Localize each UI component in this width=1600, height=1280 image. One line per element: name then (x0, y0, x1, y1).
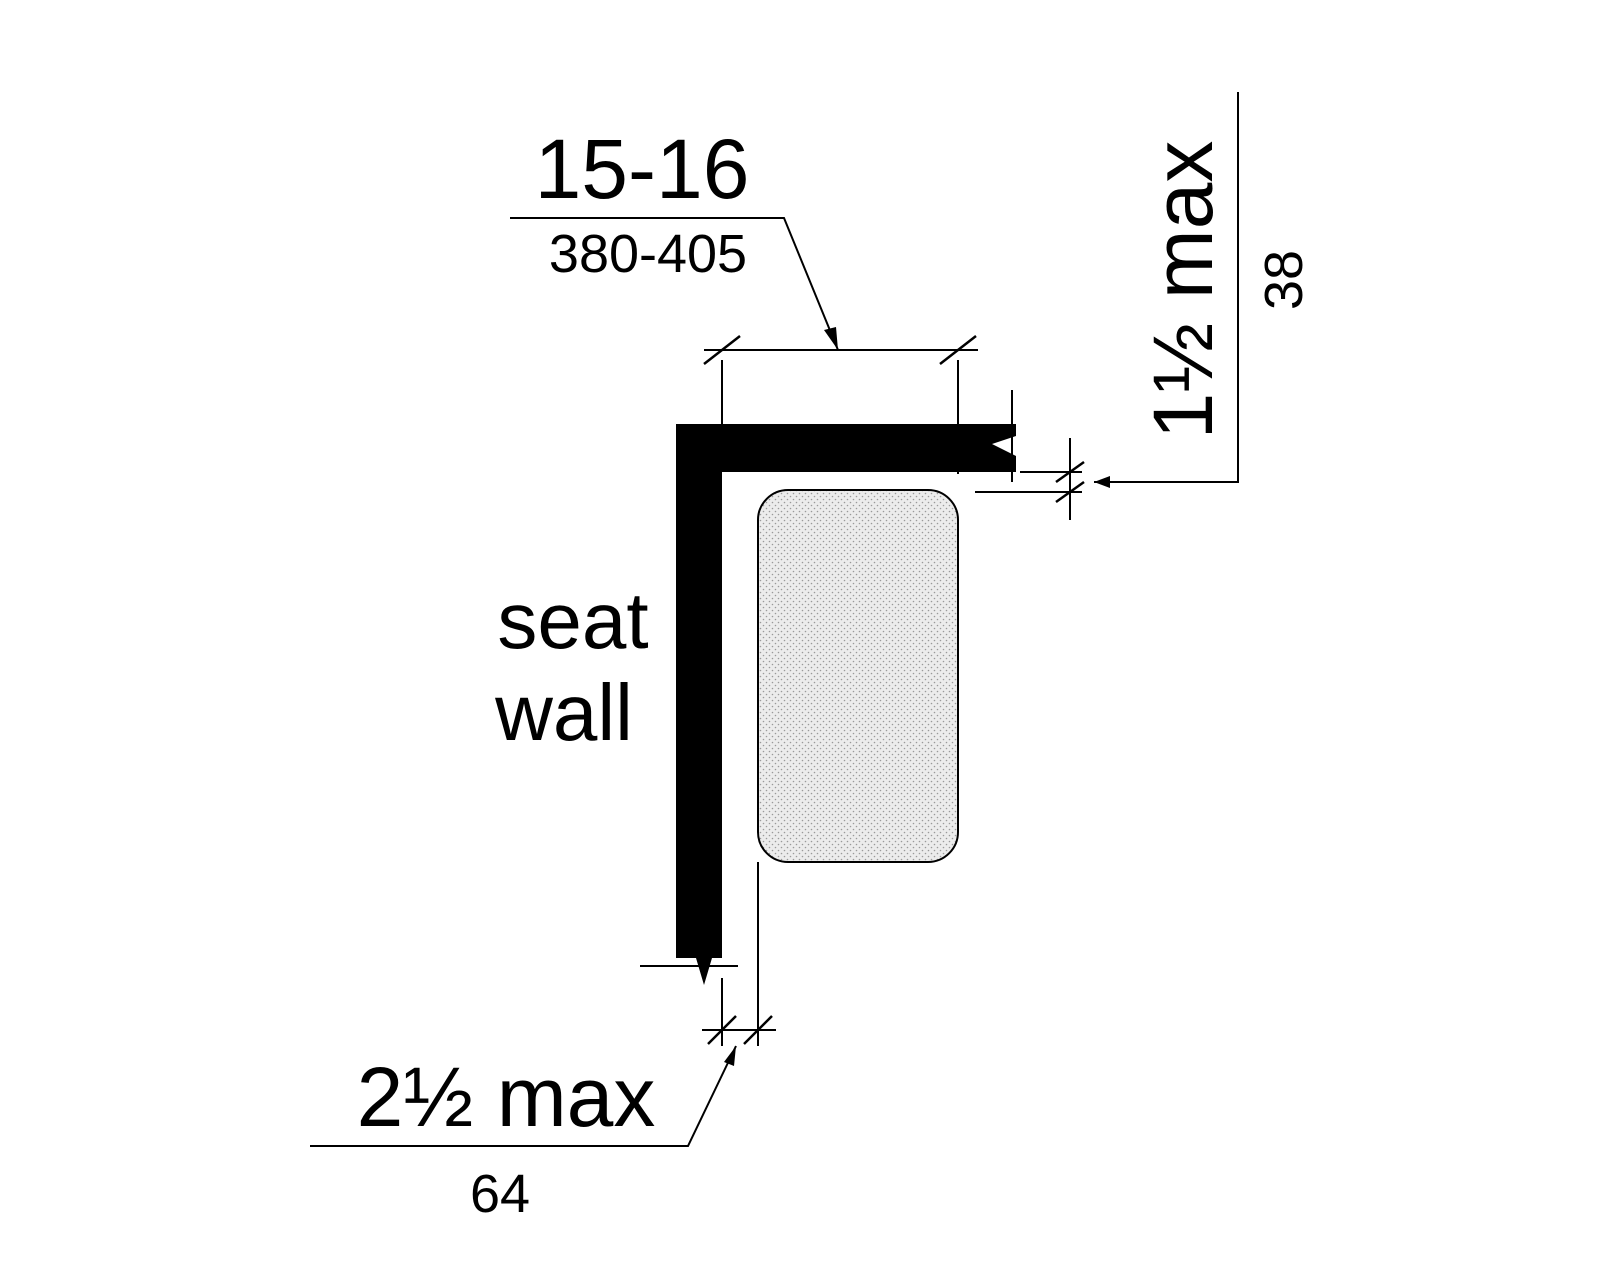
seat-wall-gap-dimension: 2½ max 64 (310, 862, 776, 1224)
seat-wall-gap-metric: 64 (470, 1164, 530, 1224)
seat-front-gap-imperial: 1½ max (1136, 141, 1230, 440)
seat-front-gap-metric: 38 (1254, 250, 1314, 310)
seat-depth-dimension: 15-16 380-405 (510, 122, 978, 474)
seat-front-gap-dimension: 1½ max 38 (975, 92, 1314, 520)
seat-wall-label-line2: wall (494, 668, 633, 757)
seat-depth-metric: 380-405 (549, 224, 747, 284)
shower-seat (757, 489, 959, 863)
seat-wall (676, 424, 1016, 985)
seat-depth-imperial: 15-16 (535, 122, 750, 216)
seat-wall-label-line1: seat (497, 576, 648, 665)
seat-wall-gap-imperial: 2½ max (357, 1050, 656, 1144)
